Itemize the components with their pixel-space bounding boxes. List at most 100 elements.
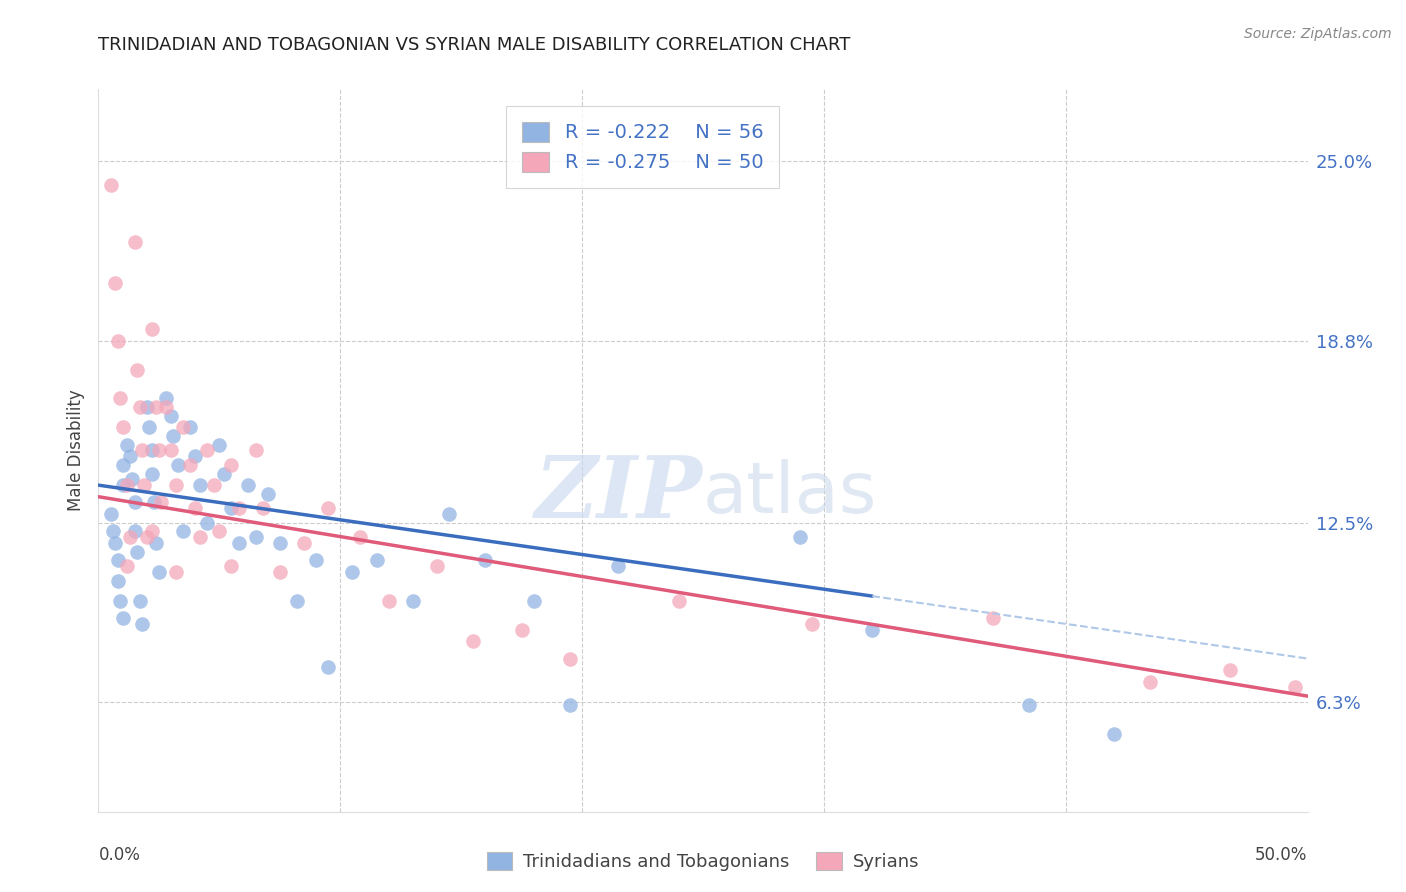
Point [221,559,243,574]
Point [117,438,139,452]
Point [143,495,166,509]
Point [104,276,127,290]
Point [607,559,630,574]
Point [111,611,134,625]
Point [118,449,141,463]
Text: Source: ZipAtlas.com: Source: ZipAtlas.com [1244,27,1392,41]
Y-axis label: Male Disability: Male Disability [67,390,86,511]
Point [184,449,207,463]
Point [138,420,160,434]
Point [204,478,226,492]
Text: TRINIDADIAN AND TOBAGONIAN VS SYRIAN MALE DISABILITY CORRELATION CHART: TRINIDADIAN AND TOBAGONIAN VS SYRIAN MAL… [98,36,851,54]
Point [523,593,546,607]
Point [789,530,811,544]
Point [117,559,139,574]
Point [111,458,134,472]
Point [558,698,581,712]
Point [150,495,173,509]
Point [141,443,163,458]
Point [167,458,190,472]
Point [100,178,122,192]
Point [238,478,260,492]
Point [349,530,371,544]
Text: ZIP: ZIP [536,452,703,535]
Point [135,400,157,414]
Point [162,429,184,443]
Point [124,495,146,509]
Point [510,623,533,637]
Point [165,478,187,492]
Point [165,565,187,579]
Point [107,553,129,567]
Point [179,420,201,434]
Point [474,553,496,567]
Point [160,409,183,423]
Point [668,593,690,607]
Point [172,420,194,434]
Point [463,634,485,648]
Point [1219,663,1241,677]
Point [292,536,315,550]
Point [245,530,267,544]
Point [141,467,163,481]
Point [1139,674,1161,689]
Point [366,553,388,567]
Point [1284,681,1306,695]
Point [141,524,163,539]
Point [155,400,177,414]
Point [148,565,170,579]
Point [135,530,157,544]
Point [316,501,339,516]
Text: 0.0%: 0.0% [98,847,141,864]
Point [437,507,460,521]
Point [221,458,243,472]
Point [377,593,399,607]
Point [108,392,131,406]
Point [252,501,274,516]
Point [221,501,243,516]
Point [188,478,211,492]
Point [1102,727,1125,741]
Point [107,574,129,588]
Point [228,501,250,516]
Point [184,501,207,516]
Point [145,400,167,414]
Point [134,478,156,492]
Point [269,536,291,550]
Point [160,443,183,458]
Point [128,593,150,607]
Point [269,565,291,579]
Point [100,507,122,521]
Point [111,420,134,434]
Text: 50.0%: 50.0% [1256,847,1308,864]
Point [305,553,328,567]
Point [208,438,231,452]
Point [141,322,163,336]
Point [558,651,581,665]
Point [127,362,149,376]
Point [148,443,170,458]
Point [860,623,883,637]
Text: atlas: atlas [703,459,877,528]
Point [118,530,141,544]
Point [228,536,250,550]
Point [128,400,150,414]
Legend: Trinidadians and Tobagonians, Syrians: Trinidadians and Tobagonians, Syrians [479,845,927,879]
Point [402,593,425,607]
Point [800,616,823,631]
Point [117,478,139,492]
Point [256,487,278,501]
Point [127,544,149,558]
Point [104,536,127,550]
Point [208,524,231,539]
Point [285,593,308,607]
Point [316,660,339,674]
Point [121,472,143,486]
Point [195,443,218,458]
Point [195,516,218,530]
Point [172,524,194,539]
Point [145,536,167,550]
Point [131,616,153,631]
Point [981,611,1004,625]
Point [131,443,153,458]
